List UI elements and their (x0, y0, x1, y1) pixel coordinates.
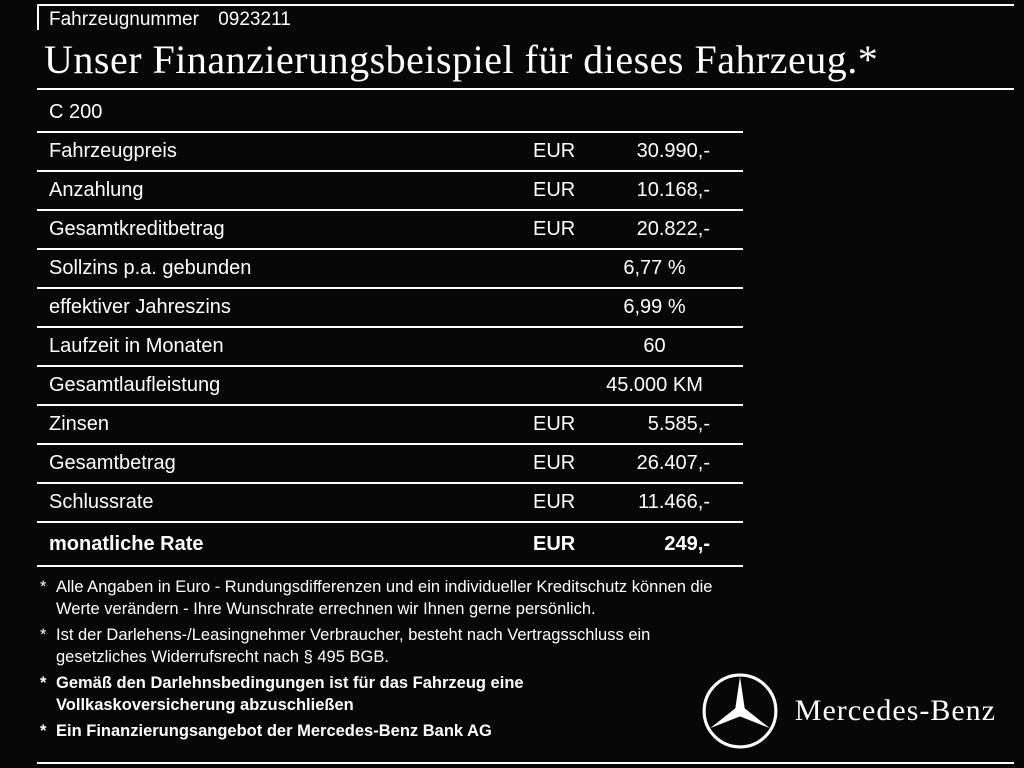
row-label: Sollzins p.a. gebunden (49, 257, 252, 279)
footnote-marker: * (40, 721, 47, 740)
footnote-text: Alle Angaben in Euro - Rundungsdifferenz… (56, 578, 713, 618)
page-title: Unser Finanzierungsbeispiel für dieses F… (44, 37, 879, 82)
row-amount: 249,- (664, 532, 710, 555)
row-amount: 20.822,- (636, 218, 710, 240)
top-left-corner-line (37, 4, 39, 30)
footnote-text: Ist der Darlehens-/Leasingnehmer Verbrau… (56, 625, 651, 666)
table-row: Gesamtlaufleistung 45.000 KM (37, 367, 743, 406)
row-amount: 10.168,- (636, 179, 710, 201)
table-row: Gesamtbetrag EUR 26.407,- (37, 445, 743, 484)
row-value: EUR 26.407,- (533, 452, 743, 475)
table-row: Laufzeit in Monaten 60 (37, 328, 743, 367)
row-label: Laufzeit in Monaten (49, 335, 224, 357)
footnotes: * Alle Angaben in Euro - Rundungsdifferen… (40, 577, 712, 747)
vehicle-number-value: 0923211 (218, 9, 291, 30)
footnote-marker: * (40, 673, 47, 692)
row-label: Anzahlung (49, 179, 144, 201)
finance-table: Fahrzeugpreis EUR 30.990,- Anzahlung EUR 10.1… (37, 131, 743, 567)
table-row: Zinsen EUR 5.585,- (37, 406, 743, 445)
row-currency: EUR (533, 491, 576, 513)
row-label: Gesamtbetrag (49, 452, 176, 474)
row-label: Fahrzeugpreis (49, 140, 177, 162)
row-value: 45.000 KM (606, 374, 703, 396)
footnote: * Alle Angaben in Euro - Rundungsdifferen… (40, 577, 712, 621)
row-label: monatliche Rate (49, 532, 204, 555)
row-amount: 26.407,- (636, 452, 710, 474)
row-label: Gesamtkreditbetrag (49, 218, 225, 240)
bottom-border-line (37, 762, 1014, 764)
row-amount: 30.990,- (636, 140, 710, 162)
row-value: EUR 249,- (533, 533, 743, 556)
footnote: * Gemäß den Darlehnsbedingungen ist für d… (40, 673, 712, 717)
table-row: effektiver Jahreszins 6,99 % (37, 289, 743, 328)
row-amount: 11.466,- (638, 491, 710, 513)
mercedes-star-icon (702, 673, 778, 749)
row-label: Schlussrate (49, 491, 154, 513)
table-row: monatliche Rate EUR 249,- (37, 523, 743, 567)
row-value: EUR 11.466,- (533, 491, 743, 514)
top-border-line (37, 4, 1014, 6)
footnote: * Ein Finanzierungsangebot der Mercedes-B… (40, 721, 712, 743)
table-row: Schlussrate EUR 11.466,- (37, 484, 743, 523)
footnote: * Ist der Darlehens-/Leasingnehmer Verbra… (40, 625, 712, 669)
vehicle-number-label: Fahrzeugnummer (49, 9, 199, 30)
row-label: Zinsen (49, 413, 110, 435)
row-value: 6,99 % (623, 296, 686, 318)
table-row: Anzahlung EUR 10.168,- (37, 172, 743, 211)
table-row: Fahrzeugpreis EUR 30.990,- (37, 133, 743, 172)
footnote-text: Gemäß den Darlehnsbedingungen ist für da… (56, 673, 524, 714)
vehicle-number: Fahrzeugnummer 0923211 (49, 9, 291, 31)
row-value: 6,77 % (623, 257, 686, 279)
row-value: EUR 10.168,- (533, 179, 743, 202)
title-underline (37, 88, 1014, 90)
row-currency: EUR (533, 532, 576, 555)
row-currency: EUR (533, 218, 576, 240)
row-amount: 5.585,- (647, 413, 710, 435)
row-value: EUR 5.585,- (533, 413, 743, 436)
footnote-marker: * (40, 625, 47, 644)
row-value: 60 (643, 335, 666, 357)
footnote-marker: * (40, 578, 47, 596)
row-currency: EUR (533, 140, 576, 162)
row-label: Gesamtlaufleistung (49, 374, 221, 396)
row-value: EUR 30.990,- (533, 140, 743, 163)
row-label: effektiver Jahreszins (49, 296, 231, 318)
brand-wordmark: Mercedes-Benz (794, 694, 996, 727)
model-name: C 200 (49, 101, 103, 123)
row-currency: EUR (533, 452, 576, 474)
brand: Mercedes-Benz (701, 672, 996, 750)
table-row: Gesamtkreditbetrag EUR 20.822,- (37, 211, 743, 250)
row-value: EUR 20.822,- (533, 218, 743, 241)
footnote-text: Ein Finanzierungsangebot der Mercedes-Be… (56, 721, 492, 740)
row-currency: EUR (533, 179, 576, 201)
row-currency: EUR (533, 413, 576, 435)
table-row: Sollzins p.a. gebunden 6,77 % (37, 250, 743, 289)
